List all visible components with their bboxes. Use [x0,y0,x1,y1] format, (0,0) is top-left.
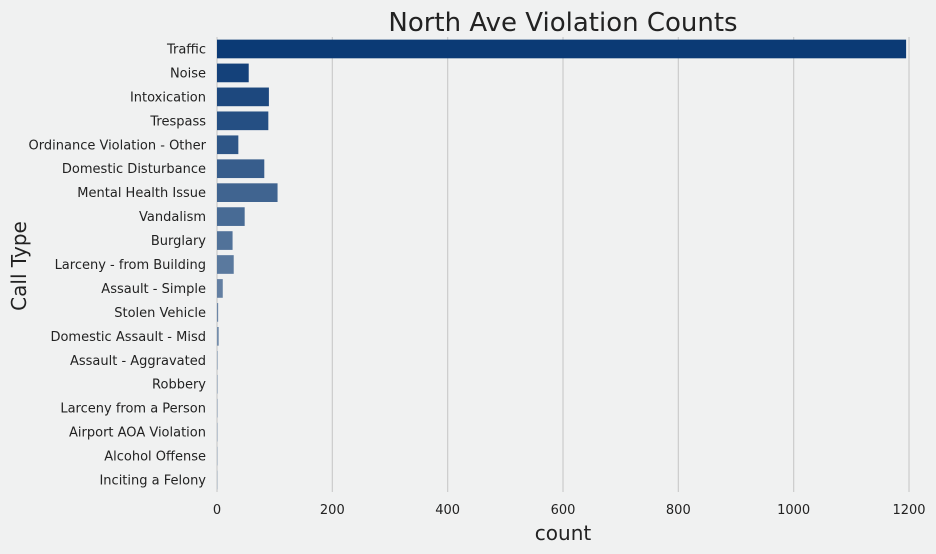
bar-robbery [217,374,218,394]
y-tick-labels: Traffic Noise Intoxication Trespass Ordinanc… [29,42,207,488]
y-tick-label-larceny-from-a-person: Larceny from a Person [60,402,206,417]
bar-trespass [217,111,269,131]
y-tick-label-intoxication: Intoxication [130,90,206,105]
y-tick-label-domestic-assault-misd: Domestic Assault - Misd [50,330,206,345]
bar-assault-aggravated [217,350,218,370]
bar-mental-health-issue [217,183,278,202]
bar-stolen-vehicle [217,303,219,322]
y-tick-label-burglary: Burglary [151,234,206,249]
y-tick-label-ordinance-violation-other: Ordinance Violation - Other [29,138,207,153]
bar-larceny-from-a-person [217,398,218,418]
bar-airport-aoa-violation [217,422,218,442]
bar-domestic-assault-misd [217,327,219,346]
bar-intoxication [217,87,269,107]
x-tick-label-600: 600 [551,503,576,518]
bar-larceny-from-building [217,255,234,274]
chart-title: North Ave Violation Counts [388,8,737,38]
y-tick-label-mental-health-issue: Mental Health Issue [77,186,206,201]
y-tick-label-alcohol-offense: Alcohol Offense [104,450,206,465]
bar-burglary [217,231,233,250]
y-tick-label-airport-aoa-violation: Airport AOA Violation [69,426,206,441]
bar-assault-simple [217,279,223,298]
bar-vandalism [217,207,245,226]
bar-traffic [217,39,907,59]
y-tick-label-assault-aggravated: Assault - Aggravated [70,354,206,369]
x-tick-label-800: 800 [666,503,691,518]
bar-inciting-a-felony [217,470,218,490]
bar-ordinance-violation-other [217,135,239,155]
y-tick-label-trespass: Trespass [149,114,206,129]
grid-lines [216,37,910,492]
y-tick-label-domestic-disturbance: Domestic Disturbance [62,162,206,177]
x-axis-label: count [535,521,592,545]
bars [217,39,907,490]
x-tick-labels: 0 200 400 600 800 1000 1200 [213,503,926,518]
y-tick-label-stolen-vehicle: Stolen Vehicle [114,306,206,321]
y-tick-label-inciting-a-felony: Inciting a Felony [99,474,206,489]
bar-alcohol-offense [217,446,218,466]
bar-noise [217,63,249,83]
y-tick-label-noise: Noise [170,66,206,81]
y-tick-label-traffic: Traffic [166,42,206,57]
x-tick-label-400: 400 [435,503,460,518]
bar-domestic-disturbance [217,159,265,179]
y-tick-label-assault-simple: Assault - Simple [101,282,206,297]
x-tick-label-1000: 1000 [777,503,810,518]
y-tick-label-robbery: Robbery [152,378,206,393]
y-tick-label-larceny-from-building: Larceny - from Building [55,258,206,273]
y-tick-label-vandalism: Vandalism [139,210,206,225]
x-tick-label-0: 0 [213,503,221,518]
x-tick-label-200: 200 [320,503,345,518]
y-axis-label: Call Type [7,221,31,311]
x-tick-label-1200: 1200 [892,503,925,518]
